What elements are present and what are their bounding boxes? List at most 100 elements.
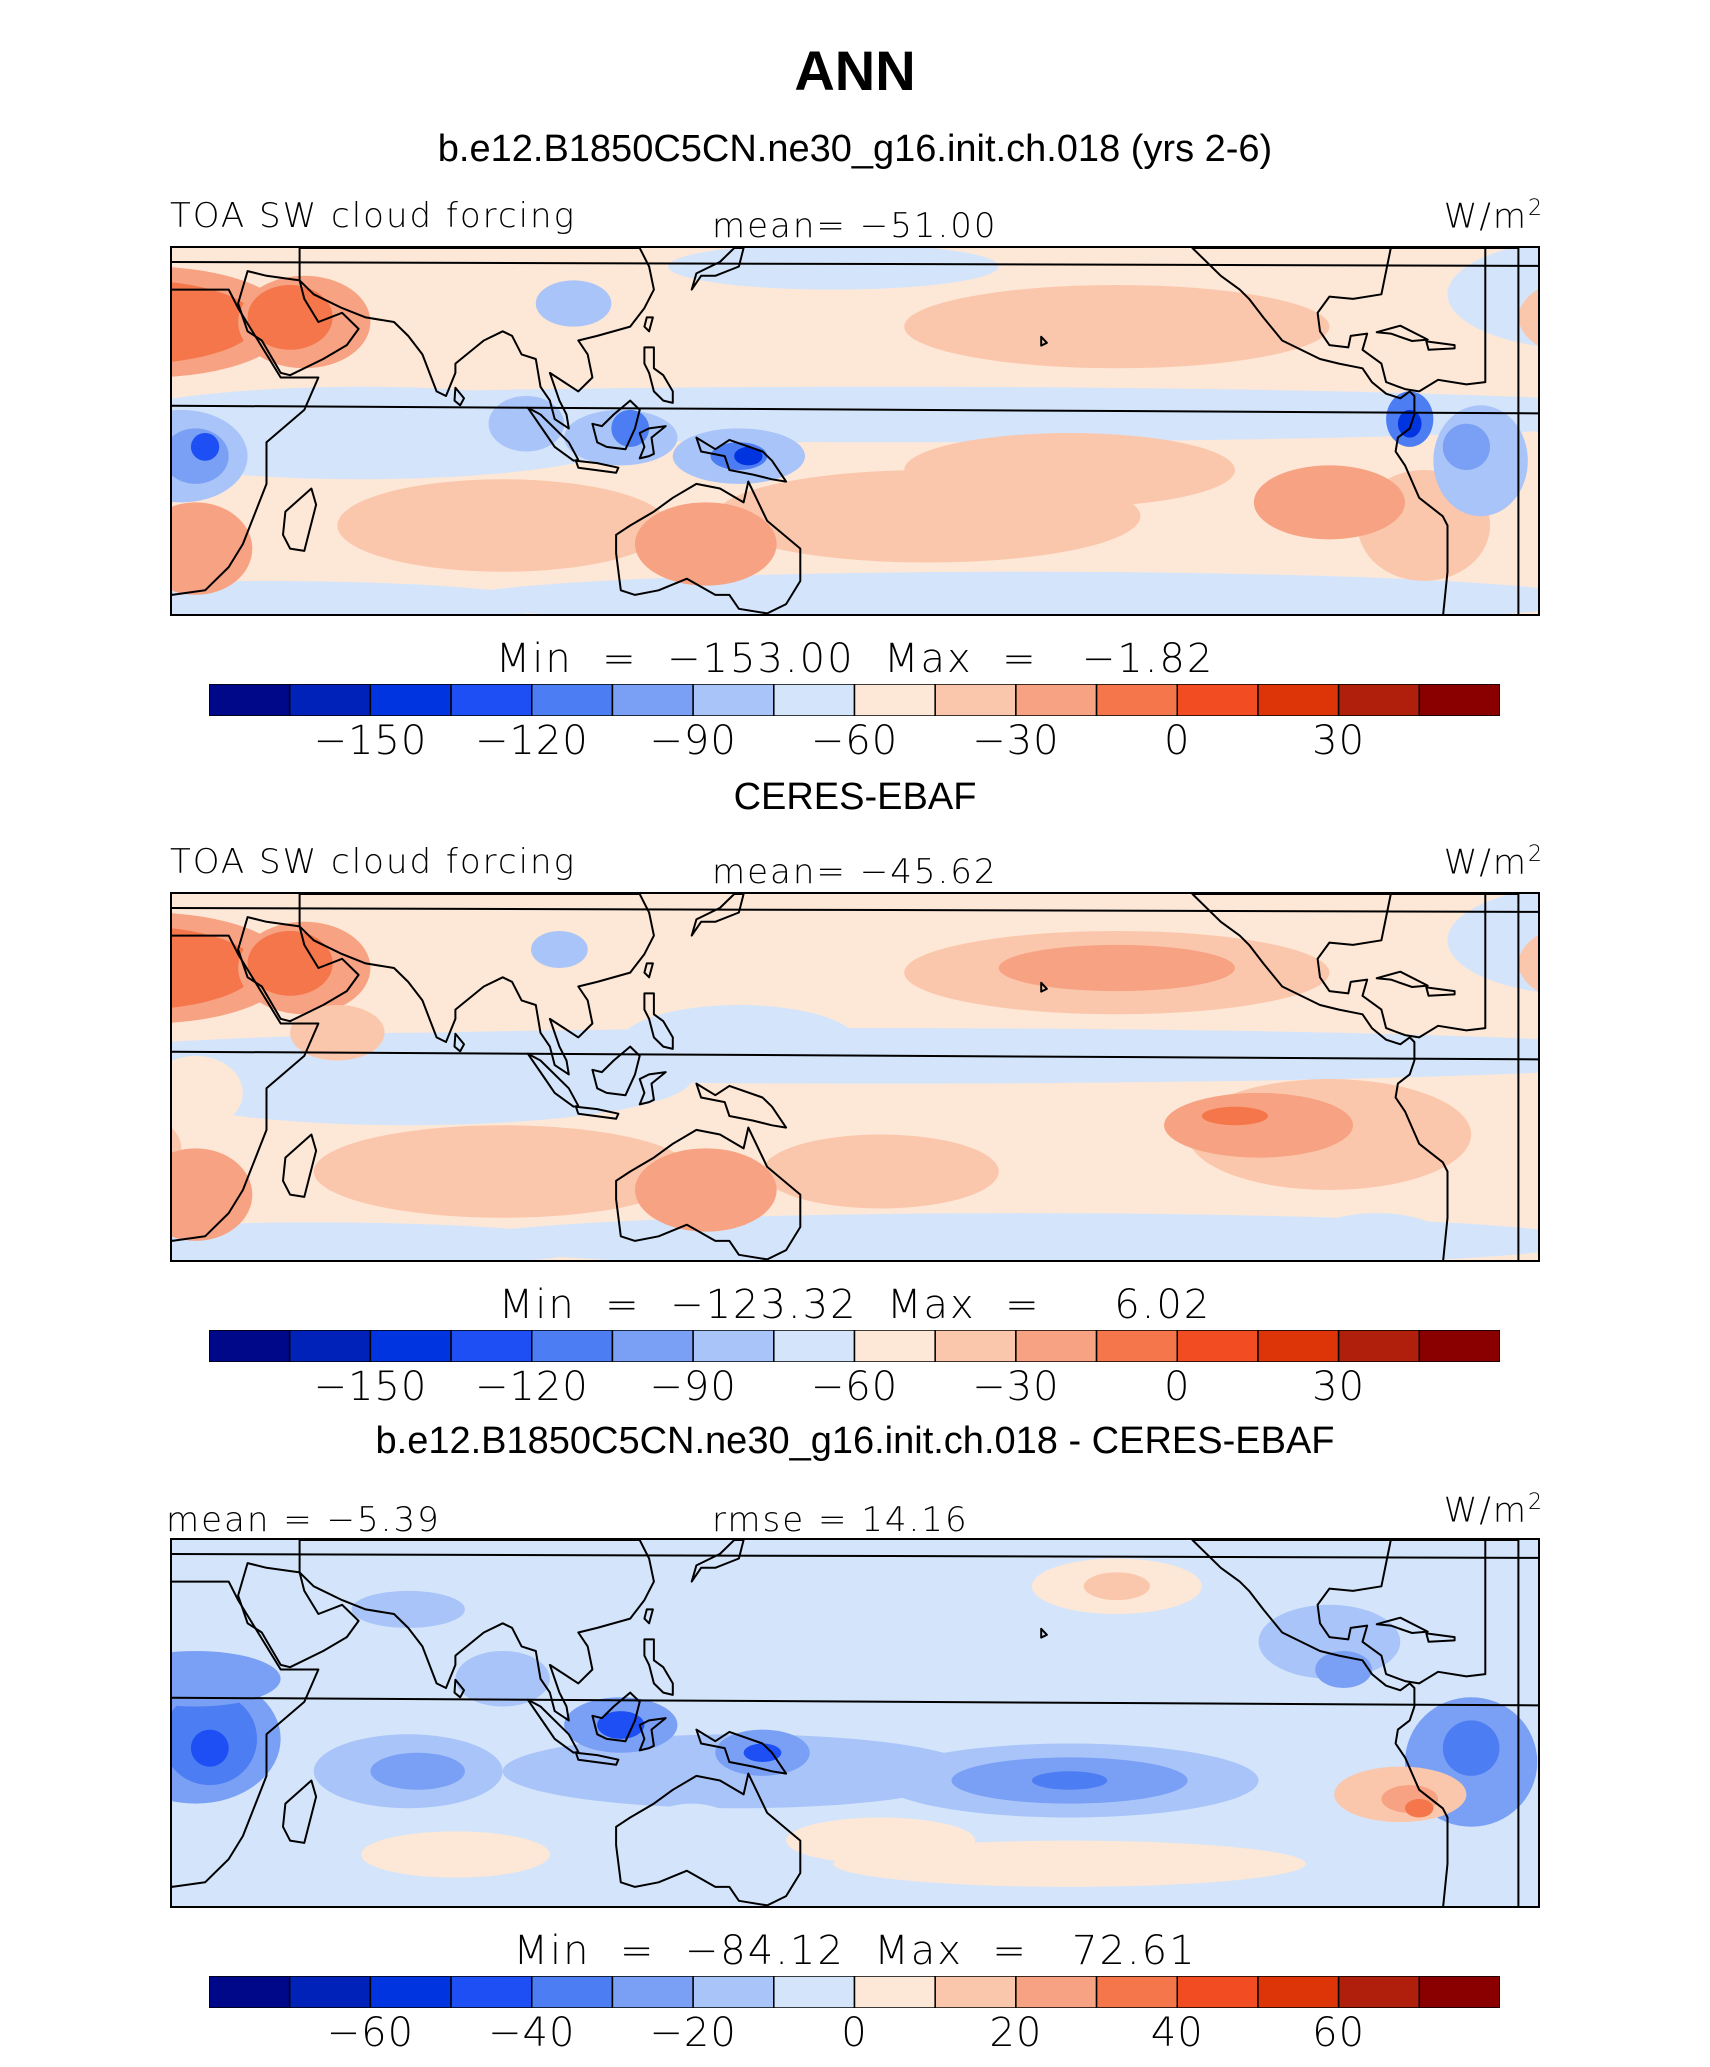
field-contour xyxy=(172,1148,253,1241)
coastline-asia-south xyxy=(298,894,655,1076)
coastline-cuba xyxy=(1375,1616,1429,1634)
colorbar-box xyxy=(209,684,291,716)
colorbar-box xyxy=(450,1330,533,1362)
colorbar-box xyxy=(369,1330,452,1362)
colorbar-box xyxy=(1015,1976,1098,2008)
units-base: W/m xyxy=(1443,1490,1528,1531)
colorbar-tick-label: −90 xyxy=(649,718,737,764)
colorbar-tick-label: −150 xyxy=(313,1364,428,1410)
coastline-new-guinea xyxy=(695,1728,788,1775)
colorbar-box xyxy=(611,1976,694,2008)
field-contour xyxy=(172,502,253,595)
field-contour xyxy=(1447,894,1538,992)
case-subtitle: b.e12.B1850C5CN.ne30_g16.init.ch.018 (yr… xyxy=(437,128,1273,170)
field-contour xyxy=(172,1651,281,1707)
colorbar-tick-label: 0 xyxy=(841,2010,868,2056)
field-contour xyxy=(172,581,550,614)
panel-obs-units: W/m2 xyxy=(1444,842,1544,882)
colorbar-model xyxy=(209,684,1500,716)
coastline-sulawesi xyxy=(638,425,667,460)
coastline-cuba xyxy=(1375,324,1429,342)
colorbar-tick-label: 60 xyxy=(1312,2010,1366,2056)
map-obs xyxy=(170,892,1540,1262)
colorbar-box xyxy=(1176,1330,1259,1362)
colorbar-tick-label: −90 xyxy=(649,1364,737,1410)
coastline-sri-lanka xyxy=(453,1678,465,1699)
coastline-sulawesi xyxy=(638,1717,667,1752)
colorbar-box xyxy=(773,684,856,716)
colorbar-box xyxy=(531,1976,614,2008)
colorbar-box xyxy=(692,1976,775,2008)
colorbar-box xyxy=(531,684,614,716)
panel-diff-title: b.e12.B1850C5CN.ne30_g16.init.ch.018 - C… xyxy=(375,1420,1335,1462)
colorbar-box xyxy=(1176,684,1259,716)
field-contour xyxy=(762,1134,999,1209)
coastline-arabia xyxy=(237,1562,360,1669)
coastline-philippines xyxy=(643,1638,674,1696)
colorbar-box xyxy=(611,684,694,716)
panel-model-units: W/m2 xyxy=(1444,196,1544,236)
coastline-japan xyxy=(690,248,745,291)
colorbar-box xyxy=(1418,1976,1500,2008)
coastline-borneo xyxy=(591,1045,641,1097)
coastline-madagascar xyxy=(282,487,318,552)
coastline-africa xyxy=(172,1553,1538,1888)
colorbar-box xyxy=(1337,1976,1421,2008)
colorbar-tick-label: 30 xyxy=(1312,1364,1366,1410)
field-contour xyxy=(1253,465,1405,540)
colorbar-box xyxy=(450,684,533,716)
colorbar-box xyxy=(288,1976,372,2008)
colorbar-tick-label: −60 xyxy=(810,1364,899,1410)
field-contour xyxy=(172,1222,598,1260)
coastline-madagascar xyxy=(282,1779,318,1844)
field-contour xyxy=(1305,1213,1448,1260)
units-exp: 2 xyxy=(1528,842,1544,867)
coastline-hawaii xyxy=(1040,335,1048,347)
colorbar-tick-label: −40 xyxy=(488,2010,576,2056)
field-contour xyxy=(351,1590,465,1628)
field-contour xyxy=(998,944,1235,992)
colorbar-tick-label: −30 xyxy=(972,1364,1060,1410)
units-exp: 2 xyxy=(1528,196,1544,221)
coastline-africa xyxy=(172,907,1538,1242)
colorbar-box xyxy=(288,684,372,716)
coastline-sri-lanka xyxy=(453,1032,465,1053)
colorbar-tick-label: 40 xyxy=(1150,2010,1204,2056)
coastline-asia-south xyxy=(298,1540,655,1722)
colorbar-tick-label: −120 xyxy=(474,718,589,764)
coastline-gulf xyxy=(1316,1540,1487,1685)
field-contour xyxy=(611,409,650,447)
coastline-borneo xyxy=(591,399,641,451)
colorbar-box xyxy=(1257,1330,1340,1362)
units-base: W/m xyxy=(1443,842,1528,883)
field-contour xyxy=(172,1055,243,1130)
coastline-australia xyxy=(615,480,802,614)
panel-obs-title: CERES-EBAF xyxy=(733,776,977,818)
units-base: W/m xyxy=(1443,196,1528,237)
colorbar-box xyxy=(531,1330,614,1362)
colorbar-box xyxy=(853,1976,936,2008)
colorbar-box xyxy=(209,1976,291,2008)
colorbar-box xyxy=(692,1330,775,1362)
colorbar-box xyxy=(1095,684,1178,716)
colorbar-box xyxy=(1257,1976,1340,2008)
field-contour xyxy=(247,285,333,350)
colorbar-box xyxy=(1176,1976,1259,2008)
coastline-taiwan xyxy=(643,962,654,979)
field-contour xyxy=(904,285,1330,369)
field-contour xyxy=(313,1125,692,1218)
field-contour xyxy=(370,1752,465,1790)
field-contour xyxy=(1083,1572,1150,1601)
coastline-australia xyxy=(615,1772,802,1906)
field-contour xyxy=(247,931,333,996)
coastline-philippines xyxy=(643,346,674,404)
colorbar-box xyxy=(934,684,1017,716)
field-contour xyxy=(172,1032,692,1126)
field-contour xyxy=(1201,1106,1268,1126)
colorbar-box xyxy=(853,1330,936,1362)
field-contour xyxy=(1518,289,1538,346)
coastline-java xyxy=(574,1105,620,1120)
colorbar-tick-label: −60 xyxy=(326,2010,415,2056)
panel-obs-variable: TOA SW cloud forcing xyxy=(170,842,576,882)
field-contour xyxy=(535,280,612,327)
